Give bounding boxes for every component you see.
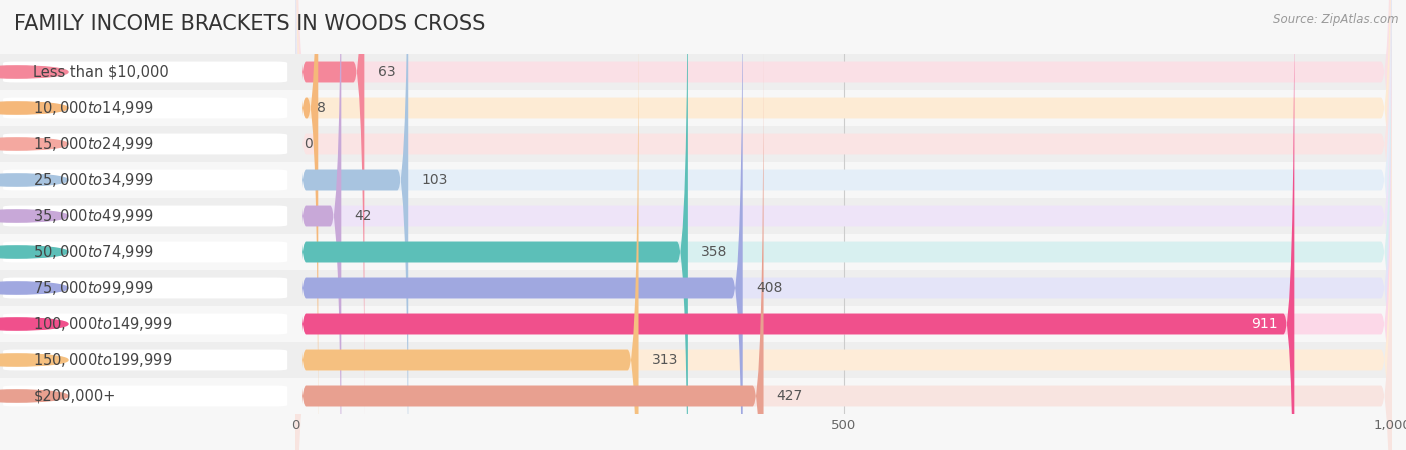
Text: 358: 358 (702, 245, 727, 259)
Text: 313: 313 (652, 353, 678, 367)
Bar (295, 306, 1392, 342)
Circle shape (0, 390, 67, 402)
Bar (295, 378, 1392, 414)
Text: $35,000 to $49,999: $35,000 to $49,999 (34, 207, 155, 225)
FancyBboxPatch shape (295, 46, 763, 450)
FancyBboxPatch shape (3, 386, 287, 406)
FancyBboxPatch shape (0, 162, 302, 198)
Bar (295, 126, 1392, 162)
Text: $75,000 to $99,999: $75,000 to $99,999 (34, 279, 155, 297)
FancyBboxPatch shape (295, 0, 1392, 450)
FancyBboxPatch shape (295, 0, 1392, 450)
FancyBboxPatch shape (0, 90, 302, 126)
Circle shape (0, 174, 67, 186)
FancyBboxPatch shape (295, 0, 342, 450)
FancyBboxPatch shape (3, 62, 287, 82)
Bar (295, 198, 1392, 234)
FancyBboxPatch shape (0, 198, 302, 234)
Text: $15,000 to $24,999: $15,000 to $24,999 (34, 135, 155, 153)
Circle shape (0, 138, 67, 150)
FancyBboxPatch shape (295, 46, 1392, 450)
Text: $200,000+: $200,000+ (34, 388, 115, 404)
FancyBboxPatch shape (295, 0, 408, 450)
FancyBboxPatch shape (295, 0, 1392, 422)
FancyBboxPatch shape (295, 0, 1295, 450)
Bar (295, 270, 1392, 306)
Circle shape (0, 210, 67, 222)
FancyBboxPatch shape (0, 342, 302, 378)
FancyBboxPatch shape (295, 0, 688, 450)
Bar (295, 234, 1392, 270)
Circle shape (0, 354, 67, 366)
FancyBboxPatch shape (3, 278, 287, 298)
Circle shape (0, 66, 67, 78)
Text: 63: 63 (377, 65, 395, 79)
FancyBboxPatch shape (3, 350, 287, 370)
Bar (295, 162, 1392, 198)
Text: Less than $10,000: Less than $10,000 (34, 64, 169, 80)
Text: 408: 408 (756, 281, 782, 295)
Text: $50,000 to $74,999: $50,000 to $74,999 (34, 243, 155, 261)
FancyBboxPatch shape (295, 10, 1392, 450)
Text: $150,000 to $199,999: $150,000 to $199,999 (34, 351, 173, 369)
Bar (295, 54, 1392, 90)
FancyBboxPatch shape (0, 54, 302, 90)
FancyBboxPatch shape (3, 206, 287, 226)
Text: 911: 911 (1251, 317, 1278, 331)
FancyBboxPatch shape (0, 126, 302, 162)
FancyBboxPatch shape (295, 0, 742, 450)
Text: FAMILY INCOME BRACKETS IN WOODS CROSS: FAMILY INCOME BRACKETS IN WOODS CROSS (14, 14, 485, 33)
FancyBboxPatch shape (0, 270, 302, 306)
FancyBboxPatch shape (295, 0, 318, 450)
Circle shape (0, 318, 67, 330)
FancyBboxPatch shape (3, 170, 287, 190)
Text: $25,000 to $34,999: $25,000 to $34,999 (34, 171, 155, 189)
FancyBboxPatch shape (3, 98, 287, 118)
FancyBboxPatch shape (0, 378, 302, 414)
Circle shape (0, 282, 67, 294)
Text: 103: 103 (422, 173, 447, 187)
Text: 8: 8 (318, 101, 326, 115)
FancyBboxPatch shape (3, 134, 287, 154)
Text: 42: 42 (354, 209, 373, 223)
Bar (295, 342, 1392, 378)
Text: $10,000 to $14,999: $10,000 to $14,999 (34, 99, 155, 117)
FancyBboxPatch shape (3, 242, 287, 262)
Bar (295, 90, 1392, 126)
Text: $100,000 to $149,999: $100,000 to $149,999 (34, 315, 173, 333)
Text: 0: 0 (304, 137, 312, 151)
Text: 427: 427 (776, 389, 803, 403)
FancyBboxPatch shape (0, 306, 302, 342)
FancyBboxPatch shape (295, 0, 1392, 450)
FancyBboxPatch shape (295, 0, 1392, 450)
FancyBboxPatch shape (295, 0, 364, 422)
FancyBboxPatch shape (0, 234, 302, 270)
FancyBboxPatch shape (295, 0, 1392, 450)
FancyBboxPatch shape (295, 0, 1392, 450)
Text: Source: ZipAtlas.com: Source: ZipAtlas.com (1274, 14, 1399, 27)
FancyBboxPatch shape (3, 314, 287, 334)
Circle shape (0, 102, 67, 114)
Circle shape (0, 246, 67, 258)
FancyBboxPatch shape (295, 10, 638, 450)
FancyBboxPatch shape (295, 0, 1392, 450)
